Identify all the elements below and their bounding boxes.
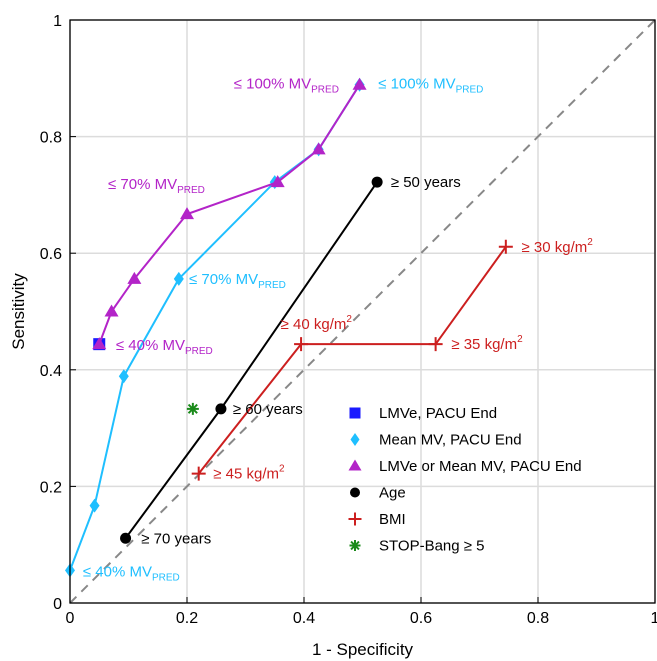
annotation-label: ≥ 45 kg/m2: [213, 464, 285, 483]
annotation-label: ≥ 50 years: [391, 174, 461, 191]
legend: LMVe, PACU End Mean MV, PACU End LMVe or M…: [348, 405, 582, 555]
series-line: [98, 84, 361, 345]
triangle-marker: [127, 271, 142, 284]
series-2: [92, 77, 367, 350]
reference-diagonal: [69, 19, 656, 604]
diamond-marker: [89, 498, 100, 513]
diamond-marker: [118, 369, 129, 384]
annotation-subscript: PRED: [185, 346, 213, 357]
circle-marker: [371, 176, 383, 188]
circle-marker: [215, 403, 227, 415]
annotation-subscript: PRED: [177, 185, 205, 196]
annotation-superscript: 2: [279, 464, 285, 475]
annotation-text: ≥ 40 kg/m: [281, 316, 347, 333]
annotation-text: ≤ 70% MV: [189, 271, 258, 288]
annotation-superscript: 2: [517, 334, 523, 345]
x-tick-label: 0.4: [293, 610, 315, 627]
series-5: [186, 402, 199, 415]
y-tick-label: 0.8: [40, 130, 62, 147]
annotation-label: ≤ 100% MVPRED: [234, 76, 339, 96]
asterisk-marker: [186, 402, 199, 415]
annotation-subscript: PRED: [152, 572, 180, 583]
series-group: [65, 77, 513, 578]
annotation-label: ≥ 70 years: [141, 530, 211, 547]
x-tick-label: 0: [66, 610, 75, 627]
annotation-text: ≥ 60 years: [233, 401, 303, 418]
plus-marker: [428, 337, 443, 352]
legend-entry-label: LMVe or Mean MV, PACU End: [379, 458, 582, 475]
annotation-subscript: PRED: [456, 85, 484, 96]
tick-labels: 0 0.2 0.4 0.6 0.8 1 0 0.2 0.4 0.6 0.8 1: [40, 13, 657, 627]
y-tick-label: 0.6: [40, 246, 62, 263]
x-tick-label: 0.8: [527, 610, 549, 627]
triangle-marker: [352, 77, 367, 90]
plus-marker: [348, 512, 362, 526]
annotation-text: ≤ 100% MV: [378, 76, 455, 93]
annotations-group: ≤ 100% MVPRED ≤ 100% MVPRED≤ 70% MVPRED≤ …: [83, 76, 593, 584]
reference-line: [69, 19, 656, 604]
asterisk-marker: [349, 540, 361, 551]
x-tick-label: 0.2: [176, 610, 198, 627]
legend-entry-label: STOP-Bang ≥ 5: [379, 538, 485, 555]
triangle-marker: [104, 304, 119, 317]
triangle-marker: [180, 207, 194, 220]
annotation-label: ≥ 35 kg/m2: [451, 334, 523, 353]
plus-marker: [498, 239, 513, 254]
series-line: [197, 246, 507, 475]
diamond-marker: [173, 271, 184, 286]
annotation-superscript: 2: [346, 314, 352, 325]
x-axis-label: 1 - Specificity: [312, 640, 414, 659]
annotation-label: ≤ 40% MVPRED: [116, 337, 213, 357]
y-tick-label: 0.2: [40, 479, 62, 496]
annotation-text: ≥ 50 years: [391, 174, 461, 191]
annotation-label: ≤ 70% MVPRED: [108, 176, 205, 196]
annotation-text: ≤ 100% MV: [234, 76, 311, 93]
annotation-text: ≤ 40% MV: [116, 337, 185, 354]
x-tick-label: 1: [651, 610, 657, 627]
y-tick-label: 0.4: [40, 363, 62, 380]
y-tick-label: 1: [53, 13, 62, 30]
legend-entry-label: Mean MV, PACU End: [379, 432, 522, 449]
annotation-label: ≥ 40 kg/m2: [281, 314, 353, 333]
annotation-text: ≤ 40% MV: [83, 563, 152, 580]
annotation-text: ≥ 35 kg/m: [451, 336, 517, 353]
triangle-marker: [270, 175, 285, 188]
plus-marker: [191, 466, 206, 481]
legend-entry-label: Age: [379, 485, 406, 502]
plus-marker: [294, 337, 309, 352]
legend-entry-label: BMI: [379, 511, 406, 528]
square-marker: [349, 407, 361, 419]
annotation-label: ≤ 70% MVPRED: [189, 271, 286, 291]
y-tick-label: 0: [53, 596, 62, 613]
annotation-subscript: PRED: [258, 280, 286, 291]
annotation-label: ≥ 30 kg/m2: [522, 237, 594, 256]
annotation-text: ≥ 30 kg/m: [522, 239, 588, 256]
annotation-text: ≤ 70% MV: [108, 176, 177, 193]
annotation-label: ≤ 100% MVPRED: [378, 76, 483, 96]
annotation-superscript: 2: [587, 237, 593, 248]
triangle-marker: [92, 337, 107, 350]
x-tick-label: 0.6: [410, 610, 432, 627]
annotation-text: ≥ 70 years: [141, 530, 211, 547]
annotation-text: ≥ 45 kg/m: [213, 466, 279, 483]
diamond-marker: [350, 433, 360, 446]
series-line: [124, 181, 378, 539]
triangle-marker: [348, 459, 362, 471]
annotation-label: ≥ 60 years: [233, 401, 303, 418]
series-4: [191, 239, 513, 481]
annotation-label: ≤ 40% MVPRED: [83, 563, 180, 583]
annotation-subscript: PRED: [311, 85, 339, 96]
plot-frame: [69, 19, 656, 604]
circle-marker: [350, 487, 360, 498]
legend-entry-label: LMVe, PACU End: [379, 405, 497, 422]
circle-marker: [120, 532, 132, 544]
y-axis-label: Sensitivity: [9, 273, 28, 350]
series-3: [120, 176, 383, 544]
triangle-marker: [311, 142, 326, 155]
